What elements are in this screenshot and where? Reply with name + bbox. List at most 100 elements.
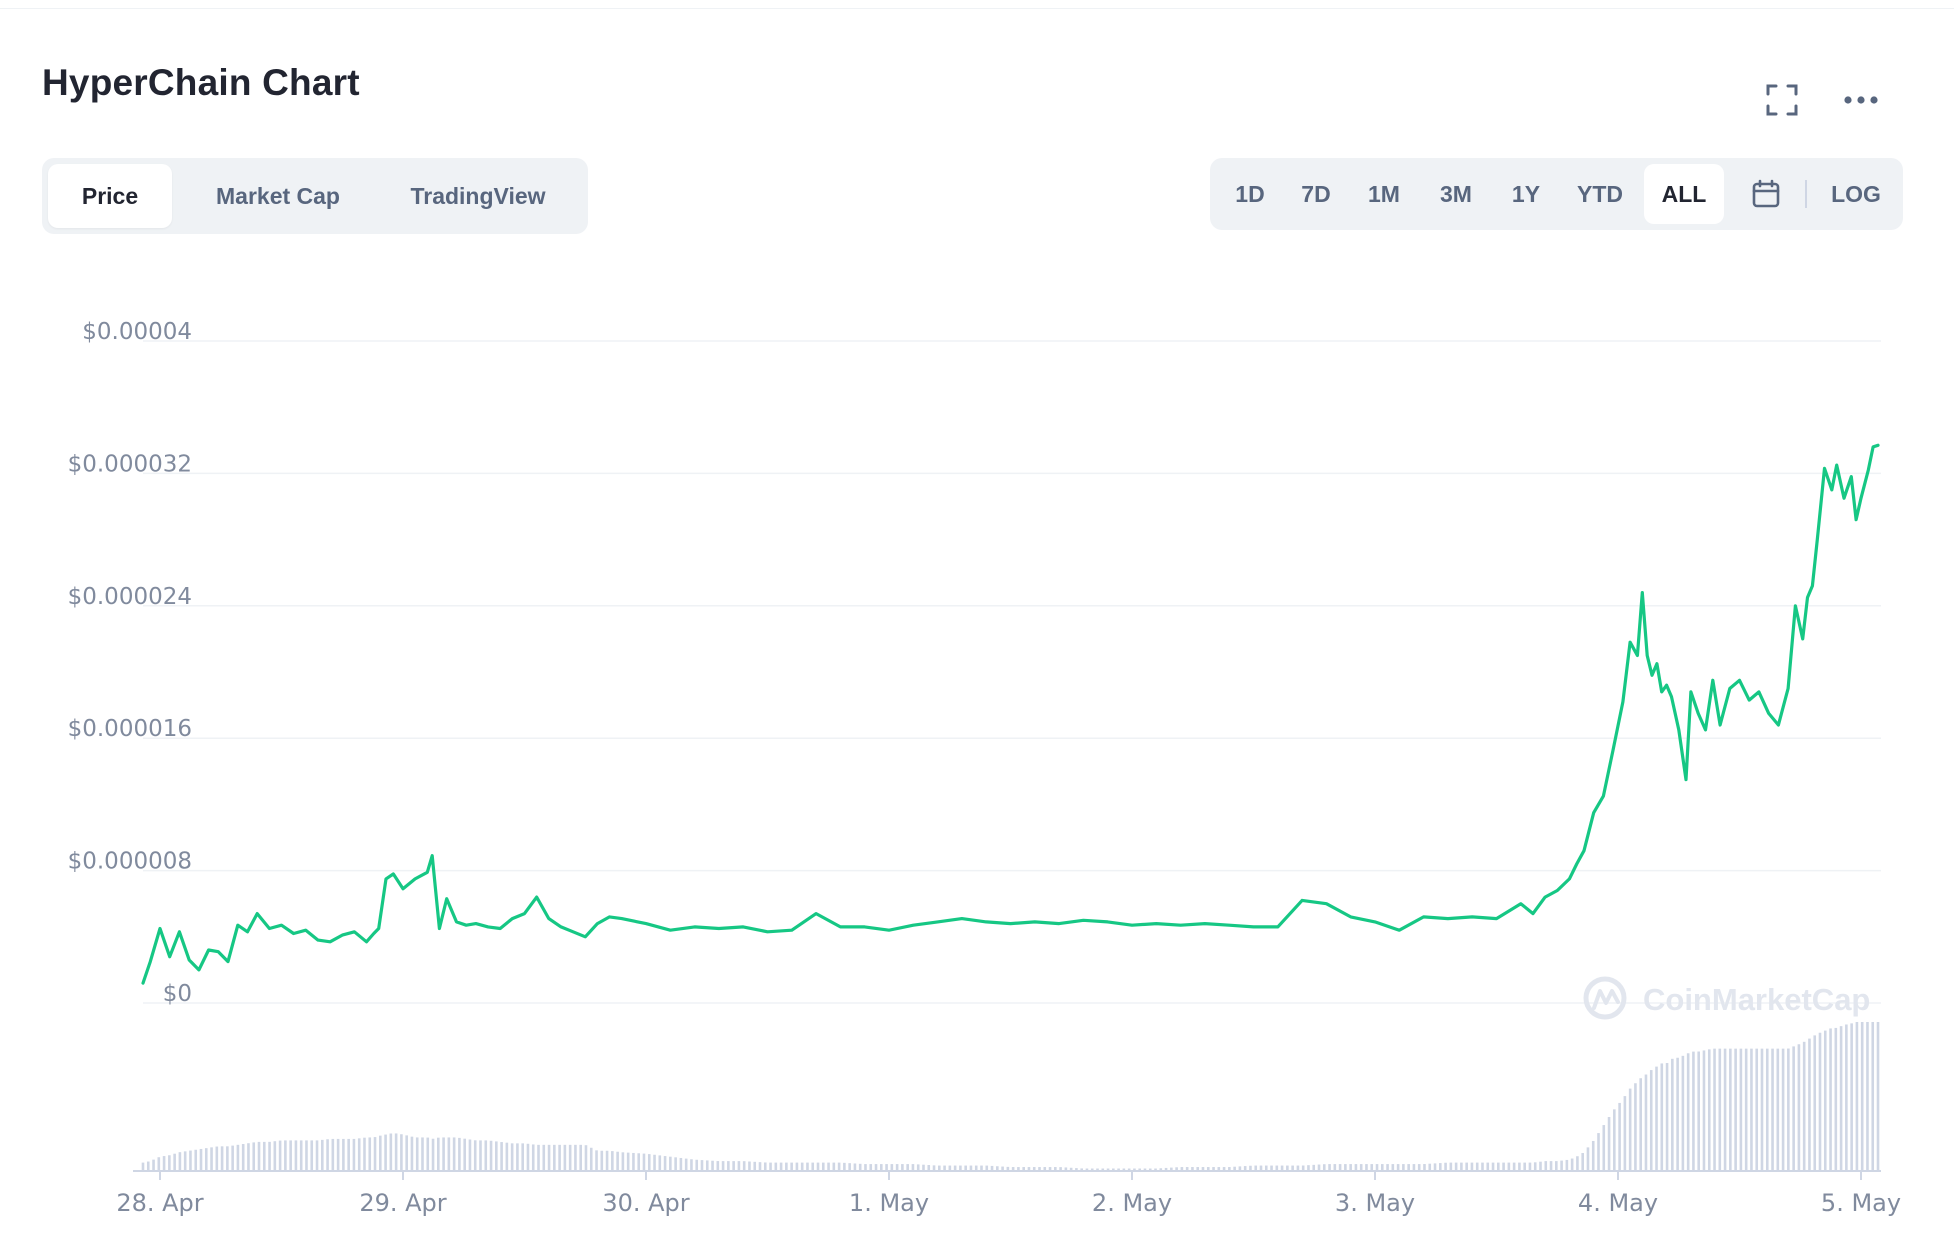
volume-bar bbox=[468, 1139, 472, 1170]
volume-bar bbox=[1122, 1168, 1126, 1170]
volume-bar bbox=[431, 1138, 435, 1170]
volume-bar bbox=[437, 1137, 440, 1170]
volume-bar bbox=[732, 1161, 735, 1170]
volume-bar bbox=[310, 1140, 314, 1170]
volume-bar bbox=[1090, 1168, 1094, 1170]
volume-bar bbox=[1787, 1048, 1790, 1170]
volume-bar bbox=[621, 1152, 625, 1170]
top-divider bbox=[0, 8, 1954, 9]
volume-bar bbox=[1671, 1058, 1674, 1170]
volume-bar bbox=[553, 1144, 556, 1170]
volume-bar bbox=[1127, 1168, 1131, 1170]
volume-bar bbox=[1349, 1164, 1352, 1170]
volume-bar bbox=[1386, 1164, 1389, 1170]
volume-bar bbox=[1206, 1167, 1210, 1170]
volume-bar bbox=[1228, 1167, 1231, 1170]
range-7d[interactable]: 7D bbox=[1301, 180, 1331, 207]
volume-bar bbox=[1423, 1164, 1426, 1170]
volume-bar bbox=[1613, 1109, 1616, 1170]
volume-bar bbox=[1212, 1167, 1215, 1170]
calendar-icon[interactable] bbox=[1740, 164, 1792, 224]
volume-bar bbox=[1729, 1048, 1732, 1170]
volume-bar bbox=[199, 1148, 203, 1170]
range-1m[interactable]: 1M bbox=[1368, 180, 1400, 207]
volume-bar bbox=[1043, 1167, 1047, 1170]
volume-bar bbox=[916, 1164, 920, 1170]
volume-bar bbox=[146, 1161, 150, 1170]
volume-bar bbox=[357, 1138, 361, 1170]
volume-bar bbox=[727, 1161, 730, 1170]
volume-bar bbox=[769, 1162, 772, 1170]
volume-bar bbox=[1180, 1167, 1184, 1170]
range-all[interactable]: ALL bbox=[1644, 164, 1724, 224]
volume-bar bbox=[1555, 1161, 1558, 1170]
volume-bar bbox=[1771, 1048, 1774, 1170]
range-1y[interactable]: 1Y bbox=[1511, 180, 1541, 207]
volume-bar bbox=[1781, 1048, 1785, 1170]
volume-bar bbox=[980, 1165, 983, 1170]
volume-bar bbox=[273, 1141, 277, 1170]
volume-bar bbox=[1860, 1022, 1864, 1170]
volume-bar bbox=[183, 1151, 187, 1170]
watermark-text: CoinMarketCap bbox=[1643, 982, 1870, 1017]
volume-bar bbox=[204, 1148, 208, 1170]
volume-bar bbox=[152, 1159, 155, 1170]
volume-bar bbox=[1644, 1074, 1648, 1170]
volume-bar bbox=[1069, 1167, 1073, 1170]
volume-bar bbox=[1112, 1168, 1115, 1170]
volume-bar bbox=[927, 1165, 931, 1170]
volume-bar bbox=[674, 1157, 677, 1170]
volume-bar bbox=[790, 1162, 793, 1170]
volume-bar bbox=[853, 1163, 857, 1170]
volume-bar bbox=[1196, 1167, 1200, 1170]
volume-bar bbox=[1850, 1023, 1853, 1170]
volume-bar bbox=[1059, 1167, 1062, 1170]
volume-bar bbox=[953, 1165, 957, 1170]
range-1d[interactable]: 1D bbox=[1235, 180, 1265, 207]
volume-bar bbox=[141, 1162, 145, 1170]
tab-market-cap[interactable]: Market Cap bbox=[216, 182, 340, 209]
fullscreen-icon[interactable] bbox=[1758, 76, 1806, 124]
tab-tradingview[interactable]: TradingView bbox=[410, 182, 546, 209]
volume-bar bbox=[901, 1164, 904, 1170]
range-3m[interactable]: 3M bbox=[1440, 180, 1472, 207]
range-ytd[interactable]: YTD bbox=[1577, 180, 1623, 207]
volume-bar bbox=[1438, 1163, 1442, 1170]
volume-bar bbox=[1164, 1167, 1168, 1170]
volume-bar bbox=[943, 1165, 946, 1170]
volume-bar bbox=[1491, 1162, 1495, 1170]
volume-bar bbox=[1634, 1083, 1637, 1170]
volume-bar bbox=[647, 1154, 651, 1170]
volume-bar bbox=[1449, 1162, 1453, 1170]
volume-bar bbox=[1101, 1168, 1105, 1170]
volume-bar bbox=[463, 1138, 466, 1170]
log-scale-toggle[interactable]: LOG bbox=[1831, 180, 1881, 207]
volume-bar bbox=[985, 1165, 989, 1170]
volume-bar bbox=[331, 1138, 335, 1170]
volume-bar bbox=[458, 1137, 461, 1170]
volume-bar bbox=[684, 1158, 688, 1170]
tab-price[interactable]: Price bbox=[48, 164, 172, 228]
volume-bar bbox=[1713, 1048, 1716, 1170]
volume-bar bbox=[1591, 1140, 1595, 1170]
volume-bar bbox=[1085, 1168, 1089, 1170]
volume-bar bbox=[1723, 1048, 1727, 1170]
volume-bar bbox=[320, 1139, 324, 1170]
volume-bar bbox=[1191, 1167, 1194, 1170]
volume-bar bbox=[1064, 1167, 1068, 1170]
volume-bar bbox=[326, 1139, 329, 1170]
volume-bar bbox=[1739, 1048, 1743, 1170]
volume-bar bbox=[716, 1161, 720, 1170]
volume-bar bbox=[268, 1141, 271, 1170]
volume-bar bbox=[379, 1135, 382, 1170]
more-horizontal-icon[interactable] bbox=[1837, 76, 1885, 124]
volume-bar bbox=[858, 1163, 862, 1170]
volume-bar bbox=[1560, 1160, 1563, 1170]
volume-bar bbox=[589, 1147, 593, 1170]
volume-bar bbox=[579, 1144, 583, 1170]
volume-bar bbox=[721, 1161, 725, 1170]
volume-bar bbox=[864, 1164, 867, 1170]
volume-bar bbox=[779, 1162, 783, 1170]
volume-bar bbox=[616, 1151, 619, 1170]
volume-bar bbox=[542, 1144, 546, 1170]
